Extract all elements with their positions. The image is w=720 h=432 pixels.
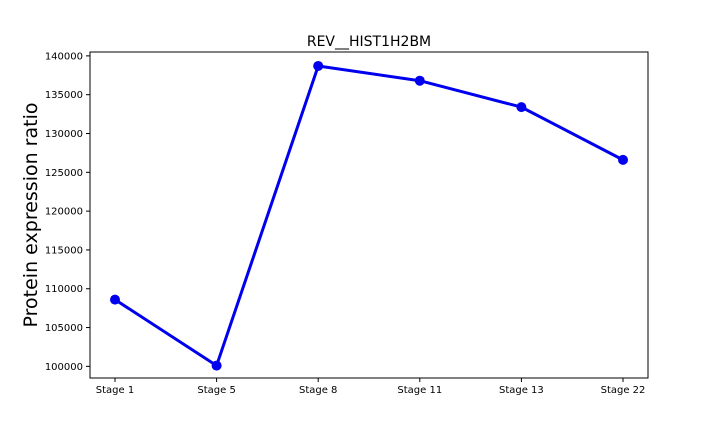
y-tick-label: 135000 — [45, 90, 83, 101]
x-tick-label: Stage 5 — [197, 385, 235, 396]
x-tick-label: Stage 8 — [299, 385, 337, 396]
data-point — [414, 75, 425, 86]
data-point — [211, 360, 222, 371]
y-axis-ticks: 100000 105000 110000 115000 120000 125000 1300… — [45, 51, 90, 373]
x-tick-label: Stage 13 — [499, 385, 544, 396]
y-axis-label: Protein expression ratio — [20, 103, 42, 328]
y-tick-label: 100000 — [45, 362, 83, 373]
y-tick-label: 130000 — [45, 129, 83, 140]
y-tick-label: 110000 — [45, 284, 83, 295]
y-tick-label: 125000 — [45, 168, 83, 179]
series-line — [114, 64, 624, 368]
x-tick-label: Stage 22 — [601, 385, 646, 396]
data-point — [110, 294, 120, 305]
data-point — [313, 60, 324, 71]
y-tick-label: 120000 — [45, 207, 83, 218]
x-tick-label: Stage 1 — [96, 385, 134, 396]
x-axis-ticks: Stage 1 Stage 5 Stage 8 Stage 11 Stage 13 Sta… — [96, 378, 646, 396]
y-tick-label: 140000 — [45, 51, 83, 62]
y-tick-label: 105000 — [45, 323, 83, 334]
chart-title: REV__HIST1H2BM — [307, 34, 431, 50]
y-tick-label: 115000 — [45, 245, 83, 256]
plot-area — [89, 51, 649, 379]
series-layer — [110, 60, 628, 371]
data-point — [516, 102, 527, 113]
x-tick-label: Stage 11 — [397, 385, 442, 396]
data-point — [618, 154, 628, 165]
